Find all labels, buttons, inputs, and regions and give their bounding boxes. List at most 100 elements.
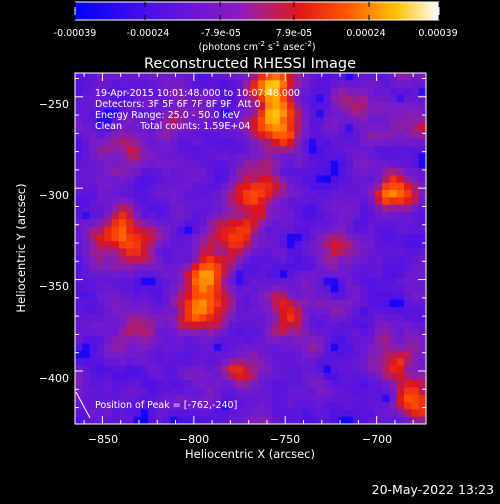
heatmap-cell: [213, 131, 222, 140]
heatmap-cell: [294, 263, 303, 272]
heatmap-cell: [294, 211, 303, 220]
heatmap-cell: [170, 219, 178, 228]
heatmap-cell: [140, 241, 149, 250]
heatmap-cell: [309, 233, 317, 242]
heatmap-cell: [404, 387, 412, 396]
heatmap-cell: [272, 124, 281, 133]
heatmap-cell: [250, 358, 259, 367]
heatmap-cell: [140, 372, 149, 381]
heatmap-cell: [389, 168, 398, 176]
heatmap-cell: [382, 402, 391, 410]
heatmap-cell: [287, 233, 295, 242]
heatmap-cell: [199, 73, 208, 81]
heatmap-cell: [228, 233, 237, 242]
heatmap-cell: [418, 226, 426, 235]
heatmap-cell: [104, 307, 113, 315]
heatmap-cell: [221, 116, 230, 125]
heatmap-cell: [118, 292, 127, 301]
heatmap-cell: [309, 270, 317, 279]
heatmap-cell: [206, 380, 215, 389]
heatmap-cell: [265, 241, 274, 250]
heatmap-cell: [250, 248, 259, 257]
heatmap-cell: [309, 416, 317, 424]
heatmap-cell: [96, 365, 105, 374]
heatmap-cell: [199, 168, 208, 176]
heatmap-cell: [228, 102, 237, 111]
heatmap-cell: [323, 241, 332, 250]
heatmap-cell: [382, 211, 391, 220]
heatmap-cell: [82, 336, 91, 345]
heatmap-cell: [155, 190, 164, 198]
heatmap-cell: [243, 307, 252, 315]
heatmap-cell: [345, 211, 354, 220]
heatmap-cell: [360, 263, 369, 272]
heatmap-cell: [235, 138, 244, 147]
heatmap-cell: [345, 226, 354, 235]
heatmap-cell: [206, 102, 215, 111]
heatmap-cell: [140, 197, 149, 206]
heatmap-cell: [338, 416, 347, 424]
heatmap-cell: [133, 124, 142, 133]
heatmap-cell: [118, 197, 127, 206]
heatmap-cell: [243, 131, 252, 140]
heatmap-cell: [82, 160, 91, 169]
heatmap-cell: [228, 73, 237, 81]
heatmap-cell: [192, 138, 200, 147]
heatmap-cell: [316, 211, 325, 220]
heatmap-cell: [323, 255, 332, 264]
heatmap-cell: [396, 233, 405, 242]
heatmap-cell: [213, 138, 222, 147]
heatmap-cell: [287, 146, 295, 155]
heatmap-cell: [104, 321, 113, 330]
heatmap-cell: [360, 204, 369, 213]
heatmap-cell: [221, 190, 230, 198]
heatmap-cell: [148, 219, 157, 228]
heatmap-cell: [287, 416, 295, 424]
heatmap-cell: [323, 409, 332, 418]
heatmap-cell: [374, 380, 383, 389]
heatmap-cell: [323, 94, 332, 103]
heatmap-cell: [257, 387, 266, 396]
heatmap-cell: [309, 197, 317, 206]
heatmap-cell: [162, 380, 171, 389]
heatmap-cell: [250, 336, 259, 345]
heatmap-cell: [411, 116, 420, 125]
heatmap-cell: [272, 365, 281, 374]
heatmap-cell: [184, 131, 193, 140]
heatmap-cell: [250, 197, 259, 206]
heatmap-cell: [162, 153, 171, 162]
heatmap-cell: [243, 358, 252, 367]
heatmap-cell: [272, 204, 281, 213]
heatmap-cell: [228, 197, 237, 206]
heatmap-cell: [126, 343, 135, 352]
heatmap-cell: [338, 321, 347, 330]
heatmap-cell: [118, 394, 127, 403]
heatmap-cell: [213, 94, 222, 103]
heatmap-cell: [96, 314, 105, 323]
heatmap-cell: [213, 328, 222, 337]
heatmap-cell: [148, 94, 157, 103]
heatmap-cell: [213, 109, 222, 118]
heatmap-cell: [367, 73, 376, 81]
heatmap-cell: [170, 365, 178, 374]
heatmap-cell: [404, 241, 412, 250]
heatmap-cell: [389, 102, 398, 111]
heatmap-cell: [192, 80, 200, 89]
heatmap-cell: [287, 219, 295, 228]
heatmap-cell: [177, 160, 186, 169]
heatmap-cell: [367, 277, 376, 286]
heatmap-cell: [96, 350, 105, 359]
heatmap-cell: [411, 307, 420, 315]
heatmap-cell: [82, 343, 91, 352]
heatmap-cell: [155, 402, 164, 410]
heatmap-cell: [301, 365, 310, 374]
heatmap-cell: [104, 204, 113, 213]
heatmap-cell: [213, 248, 222, 257]
heatmap-cell: [382, 387, 391, 396]
heatmap-cell: [411, 248, 420, 257]
heatmap-cell: [418, 409, 426, 418]
heatmap-cell: [111, 358, 120, 367]
heatmap-cell: [177, 204, 186, 213]
heatmap-cell: [360, 211, 369, 220]
heatmap-cell: [323, 80, 332, 89]
